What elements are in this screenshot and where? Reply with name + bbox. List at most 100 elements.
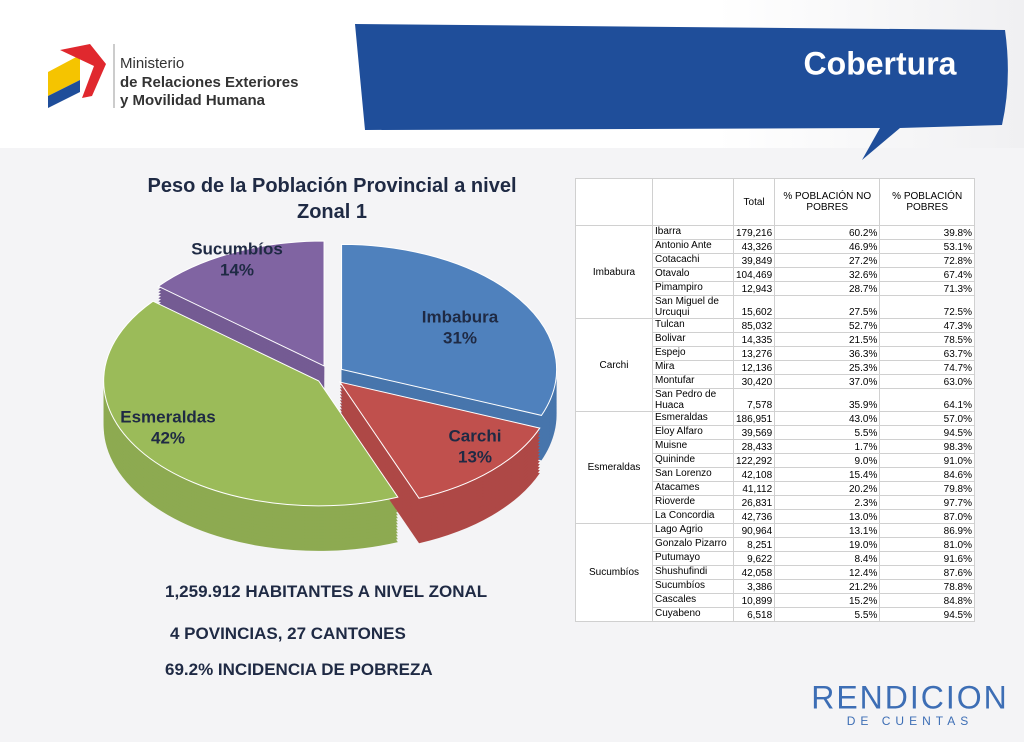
value-cell: 21.2% — [774, 579, 881, 594]
slice-label: Imbabura — [422, 307, 499, 326]
canton-cell: Cuyabeno — [652, 607, 734, 622]
table-row: Esmeraldas Esmeraldas 186,951 43.0% 57.0% — [575, 411, 975, 524]
value-cell: 13.1% — [774, 523, 881, 538]
canton-cell: San Lorenzo — [652, 467, 734, 482]
canton-cell: San Pedro de Huaca — [652, 388, 734, 412]
value-cell: 85,032 — [732, 318, 776, 333]
header-cell — [575, 178, 653, 226]
slice — [157, 240, 325, 367]
value-cell: 12,943 — [732, 281, 776, 296]
value-cell: 47.3% — [879, 318, 975, 333]
value-cell: 87.6% — [879, 565, 975, 580]
table-row: Montufar 30,420 37.0% 63.0% — [576, 374, 975, 389]
value-cell: 3,386 — [732, 579, 776, 594]
canton-cell: Espejo — [652, 346, 734, 361]
value-cell: 8,251 — [732, 537, 776, 552]
value-cell: 30,420 — [732, 374, 776, 389]
canton-cell: Ibarra — [652, 225, 734, 240]
title-banner — [355, 24, 1008, 160]
value-cell: 26,831 — [732, 495, 776, 510]
value-cell: 86.9% — [879, 523, 975, 538]
slice-label: Sucumbíos — [191, 239, 283, 258]
value-cell: 104,469 — [732, 267, 776, 282]
logo — [48, 44, 115, 108]
table-row: Espejo 13,276 36.3% 63.7% — [576, 346, 975, 361]
province-cell: Esmeraldas — [575, 411, 653, 524]
value-cell: 36.3% — [774, 346, 881, 361]
header-cell — [652, 178, 734, 226]
value-cell: 25.3% — [774, 360, 881, 375]
value-cell: 27.2% — [774, 253, 881, 268]
table-row: San Miguel de Urcuqui 15,602 27.5% 72.5% — [576, 295, 975, 319]
value-cell: 63.0% — [879, 374, 975, 389]
value-cell: 28.7% — [774, 281, 881, 296]
slice-value-label: 14% — [220, 260, 254, 279]
value-cell: 84.8% — [879, 593, 975, 608]
value-cell: 37.0% — [774, 374, 881, 389]
value-cell: 53.1% — [879, 239, 975, 254]
canton-cell: Pimampiro — [652, 281, 734, 296]
slice-value-label: 31% — [443, 328, 477, 347]
value-cell: 179,216 — [732, 225, 776, 240]
canton-cell: Sucumbíos — [652, 579, 734, 594]
value-cell: 57.0% — [879, 411, 975, 426]
value-cell: 98.3% — [879, 439, 975, 454]
value-cell: 8.4% — [774, 551, 881, 566]
table-row: Bolivar 14,335 21.5% 78.5% — [576, 332, 975, 347]
slice — [341, 243, 558, 416]
value-cell: 13.0% — [774, 509, 881, 524]
brand-sub: DE CUENTAS — [847, 714, 973, 728]
slice-label: Esmeraldas — [120, 407, 215, 426]
value-cell: 72.5% — [879, 295, 975, 319]
value-cell: 79.8% — [879, 481, 975, 496]
value-cell: 42,736 — [732, 509, 776, 524]
brand: RENDICION — [811, 679, 1009, 715]
value-cell: 10,899 — [732, 593, 776, 608]
province-cell: Carchi — [575, 318, 653, 412]
canton-cell: Tulcan — [652, 318, 734, 333]
data-table: Total% POBLACIÓN NO POBRES% POBLACIÓN PO… — [575, 178, 975, 622]
canton-cell: Otavalo — [652, 267, 734, 282]
canton-cell: Quininde — [652, 453, 734, 468]
logo-text: y Movilidad Humana — [120, 92, 266, 109]
value-cell: 14,335 — [732, 332, 776, 347]
chart-title: Peso de la Población Provincial a nivel Z… — [147, 175, 516, 223]
value-cell: 78.5% — [879, 332, 975, 347]
province-cell: Imbabura — [575, 225, 653, 319]
canton-cell: Bolivar — [652, 332, 734, 347]
value-cell: 32.6% — [774, 267, 881, 282]
value-cell: 21.5% — [774, 332, 881, 347]
value-cell: 94.5% — [879, 607, 975, 622]
value-cell: 90,964 — [732, 523, 776, 538]
canton-cell: Putumayo — [652, 551, 734, 566]
logo-text: de Relaciones Exteriores — [120, 74, 298, 91]
header-cell: % POBLACIÓN POBRES — [879, 178, 975, 226]
value-cell: 12.4% — [774, 565, 881, 580]
value-cell: 186,951 — [732, 411, 776, 426]
value-cell: 15,602 — [732, 295, 776, 319]
value-cell: 46.9% — [774, 239, 881, 254]
canton-cell: Rioverde — [652, 495, 734, 510]
value-cell: 60.2% — [774, 225, 881, 240]
canton-cell: Esmeraldas — [652, 411, 734, 426]
canton-cell: La Concordia — [652, 509, 734, 524]
slice-label: Carchi — [449, 426, 502, 445]
value-cell: 35.9% — [774, 388, 881, 412]
slice — [103, 300, 399, 507]
value-cell: 42,058 — [732, 565, 776, 580]
table-row: Otavalo 104,469 32.6% 67.4% — [576, 267, 975, 282]
value-cell: 84.6% — [879, 467, 975, 482]
value-cell: 72.8% — [879, 253, 975, 268]
value-cell: 39,849 — [732, 253, 776, 268]
canton-cell: Shushufindi — [652, 565, 734, 580]
slice-value-label: 13% — [458, 447, 492, 466]
table-row: Sucumbíos Lago Agrio 90,964 13.1% 86.9% — [575, 523, 975, 622]
value-cell: 74.7% — [879, 360, 975, 375]
canton-cell: Lago Agrio — [652, 523, 734, 538]
table-row: Cuyabeno 6,518 5.5% 94.5% — [576, 607, 975, 622]
value-cell: 87.0% — [879, 509, 975, 524]
value-cell: 12,136 — [732, 360, 776, 375]
value-cell: 67.4% — [879, 267, 975, 282]
canton-cell: Antonio Ante — [652, 239, 734, 254]
